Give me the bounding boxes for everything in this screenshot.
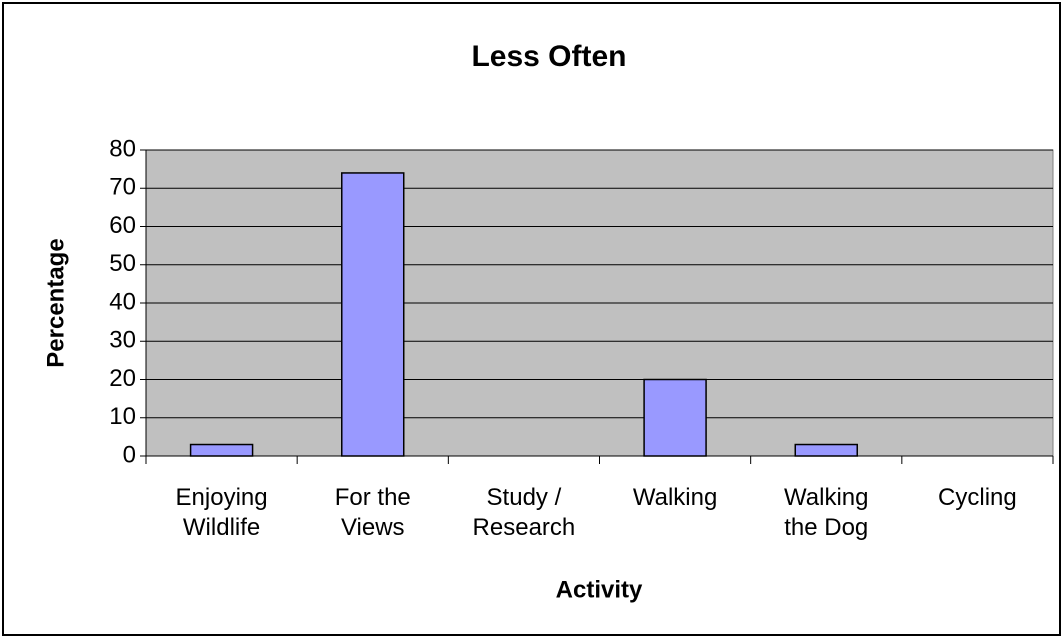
- y-tick-label: 50: [109, 250, 136, 277]
- y-axis-title: Percentage: [42, 238, 69, 367]
- y-tick-label: 80: [109, 135, 136, 162]
- y-tick-label: 40: [109, 288, 136, 315]
- chart-title: Less Often: [471, 40, 626, 73]
- x-tick-label: Walking: [632, 484, 718, 511]
- x-tick-label: Cycling: [938, 484, 1017, 511]
- y-tick-label: 70: [109, 174, 136, 201]
- x-tick-label: For the Views: [334, 484, 411, 541]
- y-tick-label: 10: [109, 403, 136, 430]
- y-tick-label: 30: [109, 327, 136, 354]
- x-tick-label: Enjoying Wildlife: [175, 484, 268, 541]
- bar: [643, 378, 707, 457]
- bar: [794, 443, 858, 457]
- y-tick-label: 0: [123, 441, 136, 468]
- x-tick-label: Walking the Dog: [784, 484, 869, 541]
- x-axis-title: Activity: [556, 576, 643, 603]
- x-tick-label: Study / Research: [472, 484, 576, 541]
- y-tick-label: 20: [109, 365, 136, 392]
- bar: [189, 443, 254, 457]
- y-tick-label: 60: [109, 212, 136, 239]
- bar: [341, 172, 405, 457]
